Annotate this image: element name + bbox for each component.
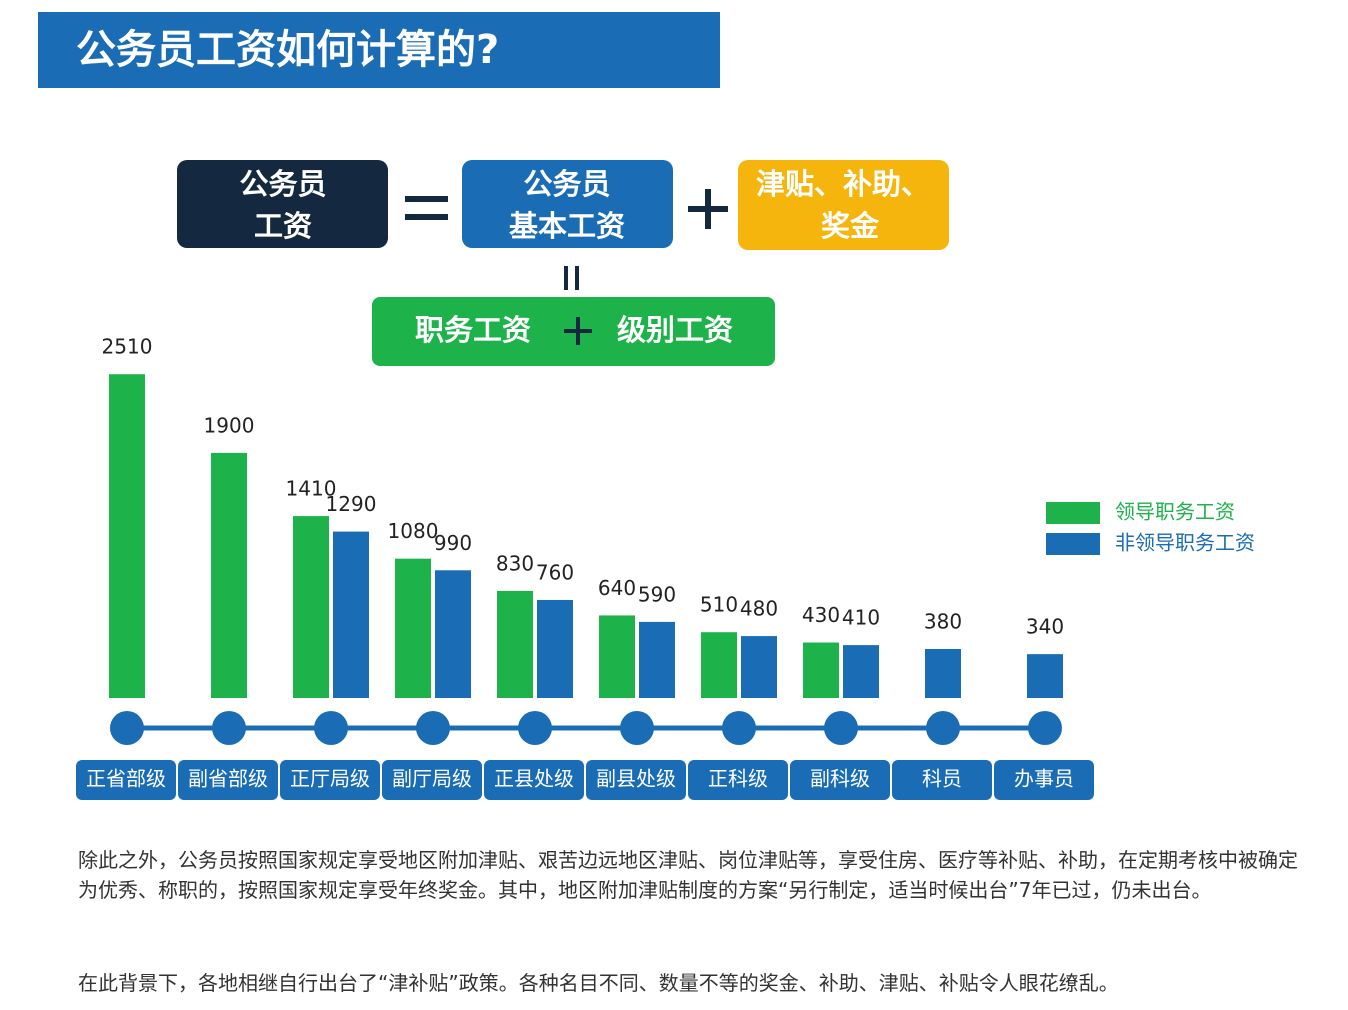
value-label: 480 (740, 597, 778, 621)
bar (1027, 654, 1063, 698)
value-label: 430 (802, 603, 840, 627)
equals-sign (405, 196, 448, 202)
timeline-node (110, 711, 144, 745)
x-tick-label: 正省部级 (86, 767, 166, 791)
value-label: 1290 (326, 492, 377, 516)
bar (211, 452, 247, 698)
timeline-node (1028, 711, 1062, 745)
timeline-node (926, 711, 960, 745)
category-box (586, 760, 686, 800)
legend-label: 领导职务工资 (1115, 500, 1235, 524)
x-tick-label: 副科级 (810, 767, 870, 791)
category-box (76, 760, 176, 800)
basic-box (462, 160, 673, 248)
x-tick-label: 正县处级 (494, 767, 574, 791)
plus-sign (576, 317, 580, 345)
bar (109, 374, 145, 698)
box-text: 公务员 (239, 167, 326, 201)
category-box (790, 760, 890, 800)
equals-vertical (575, 266, 579, 290)
box-text: 津贴、补助、 (756, 167, 930, 201)
paragraph: 在此背景下，各地相继自行出台了“津补贴”政策。各种名目不同、数量不等的奖金、补助… (78, 971, 1119, 995)
value-label: 1080 (388, 519, 439, 543)
allowance-box (738, 160, 949, 250)
x-tick-label: 副县处级 (596, 767, 676, 791)
bar (293, 516, 329, 698)
category-box (484, 760, 584, 800)
legend-label: 非领导职务工资 (1115, 531, 1255, 555)
bar (925, 648, 961, 698)
timeline-node (314, 711, 348, 745)
box-text: 公务员 (523, 167, 610, 201)
box-text: 工资 (254, 209, 312, 243)
value-label: 760 (536, 560, 574, 584)
infographic: 公务员工资如何计算的? 公务员 工资 公务员 基本工资 津贴、补助、 奖金 职务… (38, 12, 1255, 800)
timeline-node (620, 711, 654, 745)
x-tick-label: 副省部级 (188, 767, 268, 791)
x-tick-label: 正厅局级 (290, 767, 370, 791)
x-tick-label: 副厅局级 (392, 767, 472, 791)
equals-vertical (564, 266, 568, 290)
box-text: 职务工资 (415, 313, 531, 347)
equals-sign (405, 214, 448, 220)
box-text: 级别工资 (617, 313, 733, 347)
value-label: 510 (700, 593, 738, 617)
value-label: 410 (842, 606, 880, 630)
bar (333, 531, 369, 698)
box-text: 奖金 (821, 209, 880, 243)
bar (639, 621, 675, 698)
value-label: 1410 (286, 477, 337, 501)
paragraph: 除此之外，公务员按照国家规定享受地区附加津贴、艰苦边远地区津贴、岗位津贴等，享受… (78, 848, 1298, 902)
timeline-node (722, 711, 756, 745)
bar (435, 570, 471, 698)
legend-swatch (1046, 533, 1100, 555)
salary-box (177, 160, 388, 248)
category-box (892, 760, 992, 800)
category-box (280, 760, 380, 800)
bar (395, 558, 431, 698)
value-label: 640 (598, 576, 636, 600)
bar (701, 632, 737, 698)
timeline-node (518, 711, 552, 745)
x-tick-label: 正科级 (708, 767, 768, 791)
value-label: 1900 (204, 413, 255, 437)
plus-sign (705, 189, 711, 229)
x-tick-label: 办事员 (1014, 767, 1074, 791)
timeline-node (212, 711, 246, 745)
bar (843, 645, 879, 698)
category-box (688, 760, 788, 800)
x-tick-label: 科员 (922, 767, 962, 791)
bar (537, 599, 573, 698)
timeline-node (416, 711, 450, 745)
category-box (382, 760, 482, 800)
bar (599, 615, 635, 698)
category-box (178, 760, 278, 800)
bar (803, 642, 839, 698)
bar (741, 636, 777, 698)
value-label: 830 (496, 551, 534, 575)
bar (497, 590, 533, 698)
category-box (994, 760, 1094, 800)
title: 公务员工资如何计算的? (76, 27, 499, 73)
timeline-node (824, 711, 858, 745)
box-text: 基本工资 (509, 209, 625, 243)
title-bar (38, 12, 720, 88)
value-label: 590 (638, 582, 676, 606)
legend-swatch (1046, 502, 1100, 524)
value-label: 340 (1026, 615, 1064, 639)
value-label: 380 (924, 609, 962, 633)
value-label: 990 (434, 531, 472, 555)
value-label: 2510 (102, 335, 153, 359)
